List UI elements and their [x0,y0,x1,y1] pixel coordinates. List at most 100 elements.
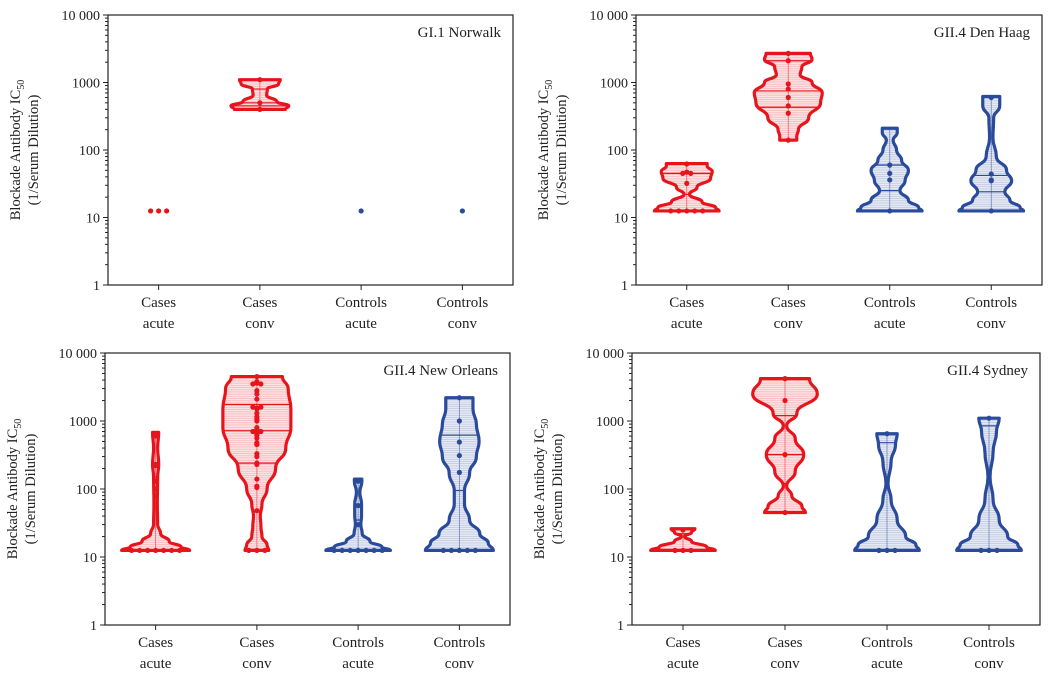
data-point [785,86,791,92]
data-point [257,100,263,106]
y-axis-label: Blockade Antibody IC50 [532,419,551,560]
data-point [684,161,690,167]
data-point [692,208,698,214]
data-point [785,137,791,143]
data-point [988,208,994,214]
x-tick-label: Cases [669,295,704,311]
data-point [363,547,369,554]
violin-outline [229,78,291,111]
x-tick-label: acute [874,316,906,332]
plot-frame [107,14,514,286]
data-point [177,547,183,554]
y-tick-label: 1000 [596,415,624,430]
violin-group: Cases acute [120,430,192,672]
data-point [986,415,992,421]
data-point [887,170,893,177]
violin-group: Controls conv [423,395,495,672]
data-point [680,170,686,177]
data-point [456,395,462,401]
data-point [379,547,385,554]
data-point [250,381,256,387]
data-point [785,81,791,87]
data-point [254,431,260,437]
x-tick-label: Cases [242,295,277,311]
data-point [988,171,994,177]
data-point [988,94,994,101]
data-point [153,478,159,484]
data-point [456,439,462,445]
y-axis-label-subscript: 50 [544,80,555,90]
data-point [887,162,893,168]
violin-group: Cases conv [752,50,824,332]
data-point [347,547,353,554]
violin-outline [649,527,717,553]
violin-group: Cases conv [221,373,293,672]
data-point [986,547,992,554]
data-point [254,378,260,385]
data-point [785,94,791,101]
violin-outline [423,396,495,553]
y-tick-label: 10 [83,551,97,566]
data-point [258,404,264,410]
data-point [684,169,690,175]
violin-outline [957,94,1026,213]
y-tick-label: 10 [610,551,624,566]
data-point [782,509,788,516]
data-point [257,77,263,83]
data-point [440,547,446,554]
data-point [785,103,791,109]
panel-title: GII.4 Sydney [947,363,1028,379]
x-tick-label: conv [977,316,1007,332]
x-tick-label: acute [667,656,699,672]
violin-outline [751,377,819,515]
data-point [456,547,462,554]
x-tick-label: conv [774,316,804,332]
data-point [161,547,167,554]
data-point [246,547,252,554]
data-point [355,521,361,528]
y-axis-label: Blockade Antibody IC50 [536,80,555,221]
violin-group: Controls acute [853,431,921,672]
data-point [250,428,256,435]
y-tick-label: 1 [621,279,628,294]
y-axis-label-main: Blockade Antibody IC [8,90,24,221]
panel-title: GII.4 New Orleans [383,363,498,379]
data-point [459,208,465,214]
violin-group: Controls acute [335,208,387,332]
y-axis-label-units: (1/Serum Dilution) [23,433,39,544]
data-point [358,208,364,214]
x-tick-label: Cases [768,635,803,651]
x-tick-label: Cases [138,635,173,651]
data-point [684,180,690,187]
data-point [355,503,361,509]
data-point [448,547,454,554]
x-tick-label: acute [140,656,172,672]
panel-title: GII.4 Den Haag [934,25,1031,41]
data-point [331,547,337,554]
data-point [153,547,159,554]
data-point [355,547,361,554]
panel-title: GI.1 Norwalk [418,25,502,41]
violin-group: Controls conv [957,94,1026,332]
data-point [782,376,788,382]
data-point [137,547,143,554]
x-tick-label: acute [143,316,175,332]
y-tick-label: 10 [86,212,100,227]
x-tick-label: Controls [434,635,486,651]
data-point [156,208,162,214]
violin-group: Cases conv [751,376,819,672]
y-tick-label: 1 [93,279,100,294]
x-tick-label: Cases [141,295,176,311]
y-axis-label-main: Blockade Antibody IC [5,429,21,560]
violin-group: Cases acute [652,161,721,332]
data-point [254,547,260,554]
data-point [994,547,1000,554]
data-point [148,208,154,214]
data-point [782,452,788,458]
y-tick-label: 10 000 [590,9,629,24]
data-point [262,547,268,554]
y-axis-label-subscript: 50 [540,419,551,429]
